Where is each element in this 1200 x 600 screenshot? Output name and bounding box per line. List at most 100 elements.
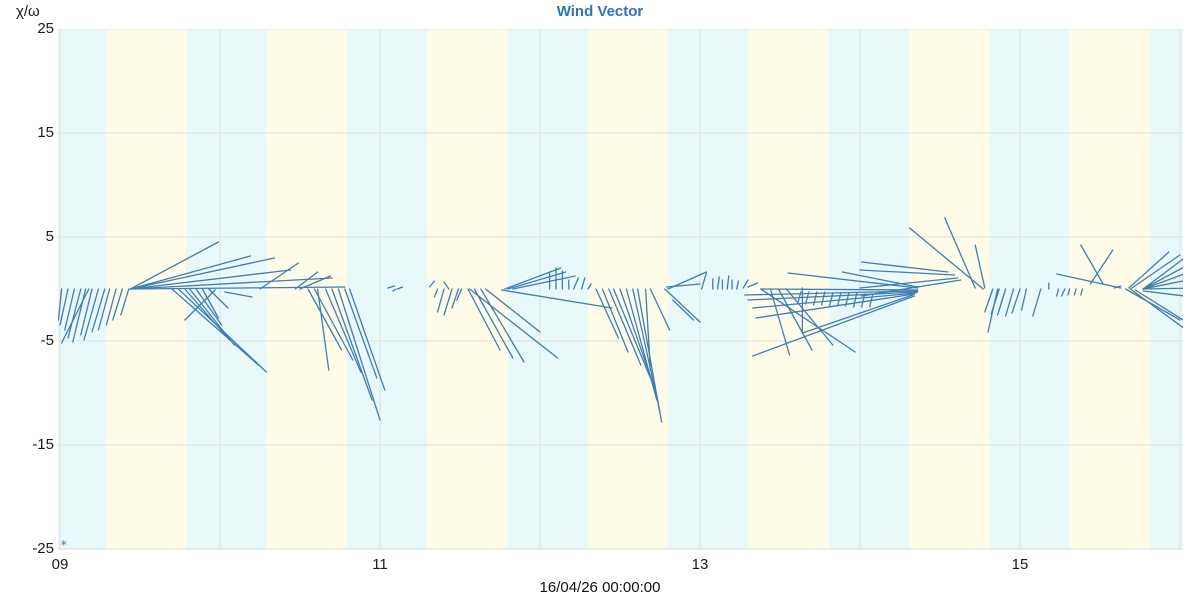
wind-vector-segment [120, 288, 130, 316]
wind-vector-segment [1056, 288, 1060, 297]
wind-vector-segment [1056, 273, 1122, 289]
background-band [186, 29, 267, 550]
wind-vector-segment [348, 288, 386, 391]
wind-vector-segment [129, 255, 252, 290]
wind-vector-segment [512, 275, 576, 290]
wind-vector-segment [664, 288, 701, 323]
background-band [989, 29, 1070, 550]
background-band [909, 29, 990, 550]
wind-vector-segment [504, 267, 562, 290]
background-band [507, 29, 588, 550]
wind-vector-segment [665, 283, 701, 288]
wind-vector-segment [443, 288, 453, 316]
wind-vector-segment [1129, 288, 1188, 331]
wind-vector-segment [294, 271, 319, 290]
wind-vector-segment [171, 288, 260, 366]
wind-vector-segment [1124, 288, 1181, 321]
wind-vector-segment [587, 283, 592, 290]
wind-vector-segment [1011, 288, 1021, 314]
wind-vector-segment [60, 288, 90, 344]
wind-vector-segment [468, 288, 559, 359]
wind-vector-segment [436, 288, 445, 313]
wind-vector-segment [769, 288, 791, 356]
wind-vector-segment [625, 288, 658, 401]
wind-vector-segment [672, 299, 695, 321]
wind-vector-segment [59, 288, 69, 326]
wind-vector-segment [747, 282, 759, 288]
wind-vector-segment [820, 291, 826, 306]
background-band [347, 29, 428, 550]
wind-vector-segment [595, 288, 620, 339]
background-band [587, 29, 669, 550]
wind-vector-segment [313, 288, 354, 361]
wind-vector-segment [112, 288, 124, 321]
wind-vector-segment [331, 288, 373, 401]
wind-vector-segment [64, 288, 76, 331]
wind-vector-segment [859, 269, 956, 276]
wind-vector-segment [129, 241, 220, 290]
y-tick-label: -5 [40, 332, 54, 349]
wind-vector-segment [456, 288, 463, 301]
wind-vector-segment [612, 288, 652, 379]
wind-vector-segment [467, 288, 501, 351]
wind-vector-segment [1129, 254, 1181, 290]
wind-vector-segment [443, 281, 450, 290]
wind-vector-segment [129, 277, 333, 290]
wind-vector-segment [996, 288, 1007, 316]
wind-vector-segment [484, 288, 541, 333]
x-tick-label: 09 [51, 556, 69, 573]
wind-vector-segment [344, 288, 378, 379]
wind-vector-segment [184, 288, 231, 341]
wind-vector-segment [208, 288, 229, 309]
wind-vector-segment [67, 288, 82, 339]
background-band [427, 29, 508, 550]
wind-vector-segment [726, 275, 730, 290]
wind-vector-segment [57, 288, 63, 321]
wind-vector-segment [1067, 288, 1071, 296]
wind-vector-segment [80, 288, 93, 336]
wind-vector-segment [812, 291, 818, 306]
wind-vector-segment [97, 288, 111, 331]
wind-vector-segment [844, 292, 850, 307]
wind-vector-segment [736, 280, 740, 290]
wind-vector-segment [944, 217, 976, 289]
wind-vector-segment [804, 291, 810, 305]
wind-vector-segment [868, 293, 874, 308]
wind-vector-segment [392, 288, 397, 292]
wind-vector-segment [608, 288, 642, 366]
wind-vector-segment [580, 277, 586, 290]
wind-vector-segment [1004, 288, 1015, 317]
wind-vector-segment [324, 288, 362, 373]
wind-vector-segment [1060, 288, 1066, 297]
wind-vector-segment [72, 288, 87, 343]
wind-vector-segment [1080, 288, 1084, 296]
wind-vector-segment [473, 288, 514, 359]
wind-vector-segment [984, 288, 994, 313]
wind-vector-segment [129, 269, 292, 290]
wind-vector-segment [83, 288, 100, 341]
wind-vector-segment [1134, 289, 1192, 326]
wind-vector-segment [742, 279, 749, 289]
wind-vector-segment [601, 288, 629, 353]
wind-vector-segment [1020, 288, 1028, 311]
wind-vector-segment [480, 288, 525, 363]
wind-vector-segment [259, 262, 300, 290]
wind-vector-segment [188, 288, 236, 346]
y-axis-unit-label: χ/ω [16, 3, 40, 20]
wind-vector-segment [1128, 251, 1170, 289]
wind-vector-segment [129, 257, 276, 290]
background-band [1069, 29, 1151, 550]
wind-vector-segment [841, 271, 919, 288]
wind-vector-segment [316, 288, 330, 371]
wind-vector-segment [387, 285, 396, 289]
x-tick-label: 11 [372, 556, 388, 573]
plot-area: * [57, 28, 1200, 552]
x-tick-label: 15 [1011, 556, 1029, 573]
wind-vector-segment [644, 288, 652, 371]
wind-vector-canvas: * [57, 28, 1200, 552]
wind-vector-segment [572, 277, 580, 290]
wind-vector-segment [428, 280, 436, 288]
wind-vector-segment [337, 288, 381, 421]
wind-vector-segment [852, 292, 858, 308]
wind-vector-segment [716, 276, 720, 290]
